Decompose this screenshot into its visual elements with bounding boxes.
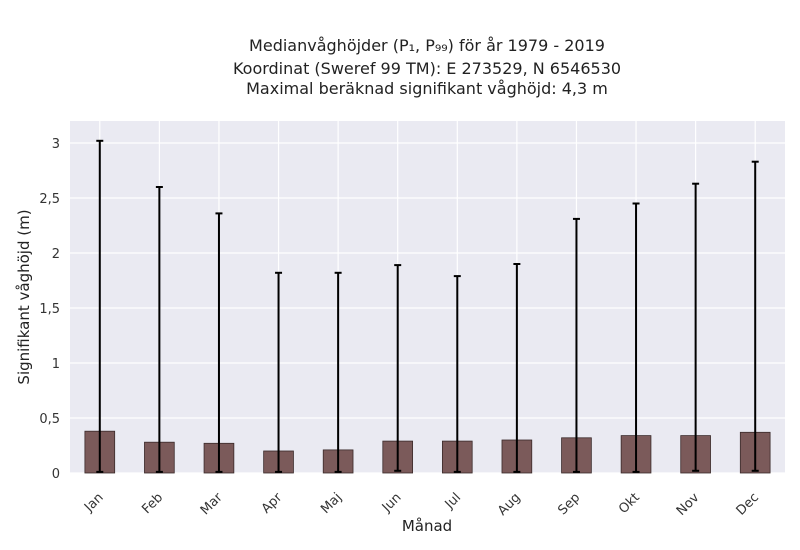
x-tick-label: Jun — [379, 490, 405, 516]
y-tick-label: 1,5 — [39, 302, 60, 317]
error-bar-aug — [513, 263, 521, 473]
title-line-1: Medianvåghöjder (P₁, P₉₉) för år 1979 - … — [249, 36, 605, 55]
y-axis-label: Signifikant våghöjd (m) — [15, 209, 33, 384]
x-axis-label: Månad — [402, 517, 452, 535]
x-tick-label: Nov — [674, 490, 703, 519]
error-bar-jul — [453, 275, 461, 473]
x-tick-label: Aug — [495, 490, 524, 519]
y-tick-label: 0 — [52, 467, 60, 482]
x-tick-label: Mar — [198, 490, 226, 518]
chart-title: Medianvåghöjder (P₁, P₉₉) för år 1979 - … — [233, 36, 621, 98]
error-bar-sep — [572, 217, 580, 473]
y-tick-label: 1 — [52, 357, 60, 372]
x-tick-label: Jul — [442, 490, 464, 512]
y-tick-label: 2 — [52, 247, 60, 262]
error-bar-maj — [334, 271, 342, 473]
title-line-3: Maximal beräknad signifikant våghöjd: 4,… — [246, 79, 608, 98]
error-bar-jan — [96, 139, 104, 473]
error-bar-feb — [155, 186, 163, 473]
x-tick-label: Dec — [734, 490, 762, 518]
y-tick-label: 0,5 — [39, 412, 60, 427]
title-line-2: Koordinat (Sweref 99 TM): E 273529, N 65… — [233, 59, 621, 78]
x-tick-label: Okt — [616, 490, 643, 517]
x-tick-label: Jan — [81, 490, 106, 515]
plot-area — [70, 121, 785, 473]
error-bar-jun — [394, 264, 402, 472]
y-tick-label: 3 — [52, 137, 60, 152]
error-bar-nov — [692, 182, 700, 472]
error-bar-dec — [751, 160, 759, 472]
error-bars — [96, 139, 759, 473]
y-axis-ticks: 0 0,5 1 1,5 2 2,5 3 — [39, 137, 60, 482]
x-tick-label: Sep — [555, 490, 583, 518]
x-tick-label: Feb — [139, 490, 166, 517]
x-axis-ticks: Jan Feb Mar Apr Maj Jun Jul Aug Sep Okt Nov Dec — [81, 490, 762, 519]
x-tick-label: Maj — [318, 490, 345, 517]
error-bar-okt — [632, 202, 640, 473]
error-bar-mar — [215, 212, 223, 473]
x-tick-label: Apr — [259, 490, 286, 517]
error-bar-apr — [275, 271, 283, 473]
y-tick-label: 2,5 — [39, 192, 60, 207]
